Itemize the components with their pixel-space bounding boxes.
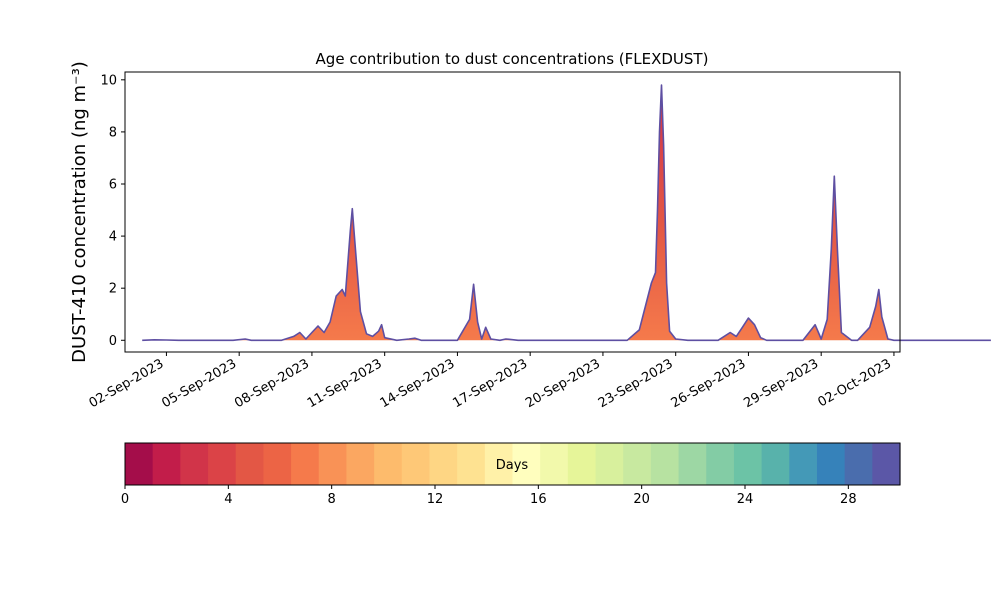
colorbar-swatch — [872, 443, 901, 485]
colorbar-tick-label: 4 — [224, 492, 232, 507]
series-line-0 — [142, 84, 991, 342]
colorbar-swatch — [706, 443, 735, 485]
colorbar-swatch — [152, 443, 181, 485]
colorbar-swatch — [733, 443, 763, 485]
colorbar-swatch — [650, 443, 680, 485]
y-tick-label: 10 — [100, 73, 117, 88]
x-tick-label: 20-Sep-2023 — [523, 356, 603, 411]
series-area-0 — [142, 85, 991, 341]
colorbar-swatch — [567, 443, 597, 485]
colorbar-swatch — [291, 443, 320, 485]
colorbar-swatch — [457, 443, 486, 485]
colorbar-swatch — [263, 443, 292, 485]
colorbar-swatch — [180, 443, 209, 485]
colorbar-frame — [124, 442, 901, 486]
colorbar-tick-label: 24 — [737, 492, 754, 507]
x-tick-label: 23-Sep-2023 — [596, 356, 676, 411]
plot-area — [142, 84, 991, 342]
x-tick-label: 29-Sep-2023 — [741, 356, 821, 411]
x-tick-label: 26-Sep-2023 — [669, 356, 749, 411]
colorbar-swatch — [374, 443, 403, 485]
plot-frame — [124, 71, 901, 353]
colorbar-swatch — [540, 443, 569, 485]
colorbar-swatch — [208, 443, 237, 485]
colorbar-swatch — [789, 443, 818, 485]
colorbar-swatch — [816, 443, 846, 485]
y-tick-label: 2 — [109, 282, 117, 297]
colorbar-swatch — [125, 443, 154, 485]
colorbar-swatch — [595, 443, 624, 485]
colorbar-swatch — [512, 443, 541, 485]
colorbar-swatch — [429, 443, 458, 485]
colorbar-swatch — [401, 443, 431, 485]
colorbar-tick-label: 20 — [633, 492, 650, 507]
x-tick-label: 14-Sep-2023 — [378, 356, 458, 411]
y-tick-label: 6 — [109, 178, 117, 193]
x-tick-label: 17-Sep-2023 — [450, 356, 530, 411]
colorbar: 0 4 8 12 16 20 24 28 — [121, 442, 901, 507]
x-tick-label: 02-Sep-2023 — [87, 356, 167, 411]
colorbar-swatch — [346, 443, 375, 485]
y-tick-label: 8 — [109, 125, 117, 140]
colorbar-tick-label: 8 — [328, 492, 336, 507]
y-tick-label: 0 — [109, 334, 117, 349]
colorbar-swatch — [761, 443, 790, 485]
colorbar-tick-label: 12 — [427, 492, 444, 507]
y-axis: 0 2 4 6 8 10 — [100, 73, 125, 349]
colorbar-tick-label: 16 — [530, 492, 547, 507]
x-tick-label: 11-Sep-2023 — [305, 356, 385, 411]
x-tick-label: 08-Sep-2023 — [232, 356, 312, 411]
colorbar-swatch — [844, 443, 873, 485]
x-axis: 02-Sep-202305-Sep-202308-Sep-202311-Sep-… — [87, 352, 895, 411]
x-tick-label: 02-Oct-2023 — [816, 356, 894, 410]
y-tick-label: 4 — [109, 230, 117, 245]
chart-title: Age contribution to dust concentrations … — [316, 50, 709, 68]
colorbar-swatch — [318, 443, 348, 485]
colorbar-tick-label: 0 — [121, 492, 129, 507]
colorbar-label: Days — [496, 458, 529, 473]
x-tick-label: 05-Sep-2023 — [159, 356, 239, 411]
colorbar-swatch — [678, 443, 707, 485]
colorbar-tick-label: 28 — [840, 492, 857, 507]
colorbar-swatch — [623, 443, 652, 485]
colorbar-swatch — [484, 443, 514, 485]
y-axis-label: DUST-410 concentration (ng m⁻³) — [69, 61, 90, 363]
colorbar-swatch — [235, 443, 264, 485]
